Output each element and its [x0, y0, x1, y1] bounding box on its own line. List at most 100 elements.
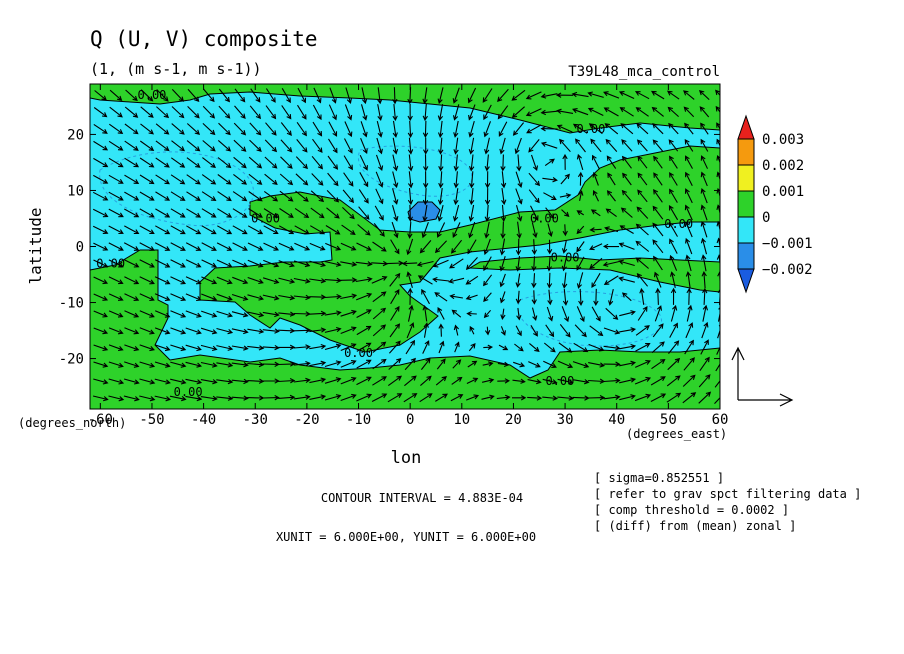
- wind-arrow: [154, 293, 171, 302]
- wind-arrow: [572, 379, 590, 385]
- wind-arrow: [468, 188, 475, 206]
- wind-arrow: [324, 360, 342, 368]
- dashed-contour-southeast: [517, 291, 663, 347]
- wind-arrow: [621, 139, 633, 152]
- wind-arrow: [468, 104, 476, 121]
- wind-arrow: [702, 304, 709, 322]
- wind-arrow: [281, 105, 292, 120]
- wind-arrow: [171, 140, 186, 152]
- wind-arrow: [484, 171, 491, 189]
- wind-arrow: [715, 105, 720, 113]
- wind-arrow: [668, 221, 678, 237]
- y-tick-label: -10: [59, 296, 84, 312]
- wind-arrow: [436, 222, 446, 238]
- colorbar-label: 0.002: [762, 158, 804, 174]
- wind-arrow: [437, 120, 444, 138]
- wind-vectors: [92, 87, 720, 404]
- wind-arrow: [452, 87, 460, 104]
- wind-arrow: [577, 171, 584, 186]
- wind-arrow: [216, 259, 233, 268]
- wind-arrow: [233, 139, 247, 152]
- wind-arrow: [484, 326, 491, 336]
- wind-arrow: [511, 89, 526, 101]
- wind-arrow: [716, 122, 720, 130]
- contour-label: 0.00: [545, 374, 574, 388]
- wind-arrow: [170, 344, 187, 352]
- wind-arrow: [247, 242, 264, 251]
- wind-arrow: [422, 87, 428, 105]
- wind-arrow: [650, 393, 667, 402]
- wind-arrow: [605, 307, 619, 320]
- wind-arrow: [263, 242, 280, 251]
- wind-arrow: [262, 311, 280, 318]
- wind-arrow: [499, 273, 506, 288]
- wind-arrow: [233, 122, 247, 136]
- wind-arrow: [634, 359, 651, 368]
- wind-arrow: [154, 327, 171, 335]
- wind-arrow: [216, 276, 233, 285]
- wind-arrow: [716, 237, 720, 250]
- wind-arrow: [185, 242, 202, 251]
- wind-arrow: [619, 377, 637, 384]
- wind-arrow: [202, 140, 216, 152]
- dashed-contours: [99, 145, 663, 347]
- wind-arrow: [716, 341, 720, 355]
- wind-arrow: [603, 107, 619, 117]
- wind-arrow: [231, 293, 249, 301]
- wind-arrow: [93, 140, 109, 151]
- wind-arrow: [407, 120, 414, 138]
- wind-arrow: [262, 395, 280, 401]
- wind-arrow: [371, 393, 388, 402]
- plot-area: 0.000.000.00 0.00 0.000.000.000.000.000.00…: [59, 83, 728, 428]
- wind-arrow: [636, 123, 649, 135]
- wind-arrow: [667, 357, 681, 371]
- wind-arrow: [500, 221, 506, 239]
- wind-arrow: [576, 241, 585, 253]
- wind-arrow: [636, 206, 649, 219]
- contour-label: 0.00: [174, 385, 203, 399]
- wind-arrow: [468, 154, 475, 172]
- contour-label: 0.00: [530, 211, 559, 225]
- y-axis-label: latitude: [26, 207, 45, 284]
- wind-arrow: [561, 209, 570, 217]
- wind-arrow: [619, 343, 637, 350]
- wind-arrow: [685, 271, 692, 289]
- wind-arrow: [528, 189, 540, 204]
- wind-arrow: [437, 306, 445, 320]
- wind-arrow: [280, 156, 293, 169]
- wind-arrow: [233, 173, 247, 185]
- wind-arrow: [372, 376, 387, 386]
- wind-arrow: [482, 361, 494, 367]
- wind-arrow: [216, 327, 234, 335]
- wind-arrow: [312, 104, 322, 121]
- wind-arrow: [449, 293, 463, 300]
- wind-arrow: [108, 293, 124, 301]
- wind-arrow: [311, 173, 324, 186]
- wind-arrow: [590, 138, 602, 153]
- wind-arrow: [422, 340, 430, 354]
- wind-arrow: [435, 376, 447, 386]
- wind-arrow: [531, 290, 537, 305]
- wind-arrow: [279, 173, 294, 186]
- wind-arrow: [108, 327, 124, 335]
- wind-arrow: [93, 123, 108, 134]
- wind-arrow: [202, 122, 216, 136]
- wind-arrow: [669, 188, 678, 203]
- wind-arrow: [171, 89, 185, 102]
- wind-arrow: [650, 376, 666, 386]
- wind-arrow: [124, 225, 140, 235]
- wind-arrow: [652, 323, 664, 338]
- wind-arrow: [392, 120, 398, 138]
- positive-region-north: [90, 84, 720, 134]
- wind-arrow: [200, 344, 218, 352]
- wind-arrow: [263, 190, 279, 202]
- wind-arrow: [139, 344, 155, 352]
- wind-arrow: [622, 172, 632, 186]
- wind-arrow: [293, 327, 311, 334]
- wind-arrow: [587, 91, 604, 98]
- wind-arrow: [372, 358, 387, 370]
- colorbar-segment: [737, 216, 755, 244]
- wind-arrow: [279, 190, 294, 202]
- wind-arrow: [714, 397, 720, 404]
- wind-arrow: [93, 242, 109, 251]
